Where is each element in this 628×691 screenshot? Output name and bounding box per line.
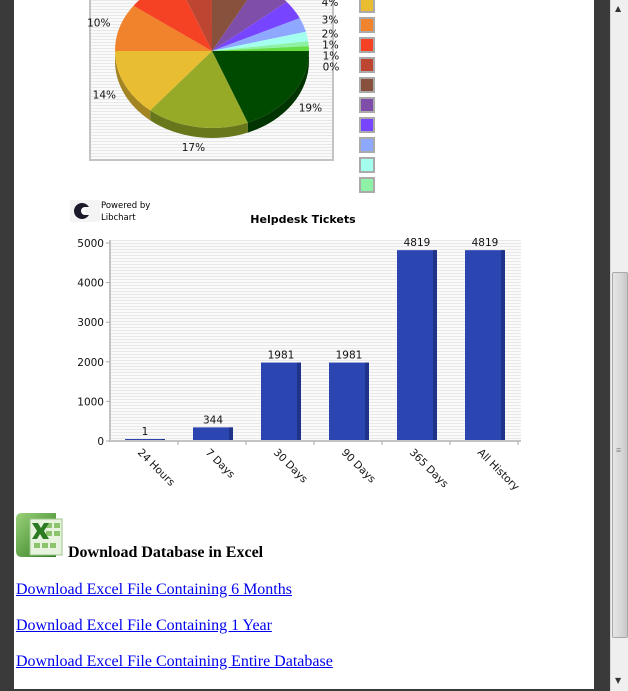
pie-slice (212, 18, 306, 51)
scroll-down-icon[interactable]: ▼ (615, 676, 622, 685)
pie-slice (212, 31, 309, 51)
pie-slice (115, 5, 212, 52)
pie-slice (186, 0, 212, 51)
bar (261, 362, 301, 440)
pie-slice-side (115, 51, 151, 121)
scroll-up-icon[interactable]: ▲ (615, 4, 622, 13)
pie-slice-label: 14% (93, 90, 116, 102)
legend-swatch (359, 97, 375, 113)
legend-swatch (359, 17, 375, 33)
bar-plot-area (111, 240, 521, 440)
libchart-text: Libchart (101, 213, 136, 223)
libchart-logo (70, 200, 100, 222)
x-tick-label: 30 Days (271, 447, 310, 486)
pie-slice (212, 1, 300, 52)
x-tick-label: All History (475, 447, 521, 493)
x-tick-label: 7 Days (203, 447, 237, 481)
bar-value-label: 1981 (336, 350, 363, 362)
pie-slice (133, 0, 212, 51)
pie-slice-label: 10% (87, 17, 110, 29)
pie-slice (211, 0, 248, 51)
pie-slice-side (150, 110, 248, 138)
bar (465, 250, 505, 440)
y-tick-label: 4000 (77, 278, 104, 290)
x-tick-label: 365 Days (407, 447, 451, 491)
bar-shadow (501, 250, 505, 440)
legend-swatch (359, 37, 375, 53)
bar (329, 362, 369, 440)
x-tick-label: 90 Days (339, 447, 378, 486)
bar-shadow (365, 362, 369, 440)
download-entire-database-link[interactable]: Download Excel File Containing Entire Da… (16, 653, 333, 670)
bar-value-label: 4819 (404, 237, 431, 249)
y-tick-label: 3000 (77, 317, 104, 329)
page-content: 19% 17% 14% 10% 4% 3% 2% 1% 1% 0% Powered by Libc… (14, 0, 594, 689)
pie-slice (212, 46, 309, 51)
legend-swatch (359, 77, 375, 93)
download-1-year-link[interactable]: Download Excel File Containing 1 Year (16, 617, 272, 634)
pie-slice (212, 51, 309, 123)
vertical-scrollbar[interactable]: ▲ ≡ ▼ (610, 0, 628, 691)
bar (397, 250, 437, 440)
y-tick-label: 1000 (77, 396, 104, 408)
bar-value-label: 1981 (268, 350, 295, 362)
y-tick-label: 2000 (77, 357, 104, 369)
bar-value-label: 4819 (472, 237, 499, 249)
window-border (594, 0, 610, 691)
download-6-months-link[interactable]: Download Excel File Containing 6 Months (16, 581, 292, 598)
pie-slice-label: 4% (322, 0, 339, 9)
pie-slice-label: 19% (299, 102, 322, 114)
legend-swatch (359, 157, 375, 173)
y-tick-label: 0 (97, 436, 104, 448)
pie-slice (150, 51, 248, 129)
pie-slice-label: 0% (323, 62, 340, 74)
legend-swatch (359, 177, 375, 193)
excel-icon (16, 513, 63, 557)
pie-slice-label: 1% (322, 40, 339, 52)
excel-heading: Download Database in Excel (68, 544, 264, 561)
bar-shadow (229, 427, 233, 440)
bar-shadow (161, 439, 165, 440)
pie-slice (212, 0, 287, 51)
bar-value-label: 1 (142, 426, 149, 438)
bar-value-label: 344 (203, 414, 223, 426)
pie-chart: 19%17%14%10%4%3%2%1%1%0% (87, 0, 375, 193)
legend-swatch (359, 137, 375, 153)
bar-shadow (433, 250, 437, 440)
x-tick-label: 24 Hours (135, 447, 177, 489)
chart-title: Helpdesk Tickets (250, 213, 356, 226)
pie-slice (115, 51, 212, 111)
pie-slice-label: 2% (322, 29, 339, 41)
y-tick-label: 5000 (77, 238, 104, 250)
bar-shadow (297, 362, 301, 440)
pie-slice-label: 1% (323, 51, 340, 63)
legend-swatch (359, 117, 375, 133)
bar (125, 439, 165, 440)
grip-icon: ≡ (616, 445, 622, 455)
pie-slice-label: 17% (182, 142, 205, 154)
powered-by-text: Powered by (101, 201, 150, 211)
scrollbar-thumb[interactable]: ≡ (612, 272, 628, 638)
legend-swatch (359, 0, 375, 13)
pie-slice-side (247, 51, 309, 133)
bar (193, 427, 233, 440)
bar-chart: Powered by Libchart Helpdesk Tickets 0 10… (70, 200, 521, 493)
pie-slice-label: 3% (322, 14, 339, 26)
legend-swatch (359, 57, 375, 73)
pie-slice (212, 41, 309, 51)
